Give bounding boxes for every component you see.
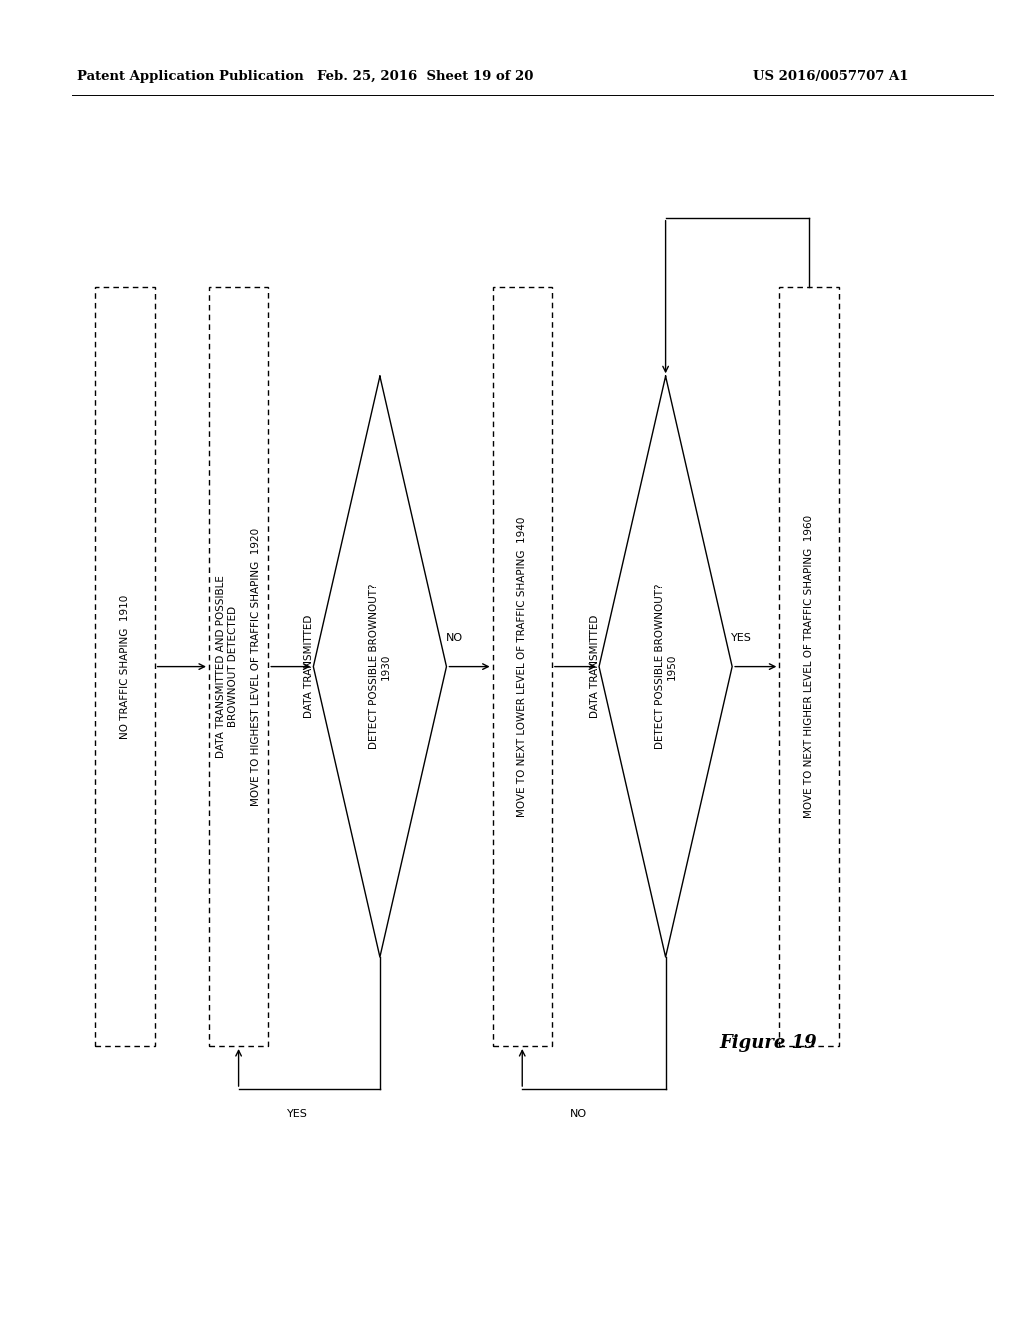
Text: DETECT POSSIBLE BROWNOUT?
1950: DETECT POSSIBLE BROWNOUT? 1950 <box>654 583 677 750</box>
Text: US 2016/0057707 A1: US 2016/0057707 A1 <box>753 70 908 83</box>
Text: DATA TRANSMITTED: DATA TRANSMITTED <box>590 615 600 718</box>
Text: YES: YES <box>287 1109 307 1119</box>
Text: MOVE TO NEXT LOWER LEVEL OF TRAFFIC SHAPING  1940: MOVE TO NEXT LOWER LEVEL OF TRAFFIC SHAP… <box>517 516 527 817</box>
Text: YES: YES <box>731 632 752 643</box>
Text: MOVE TO NEXT HIGHER LEVEL OF TRAFFIC SHAPING  1960: MOVE TO NEXT HIGHER LEVEL OF TRAFFIC SHA… <box>804 515 814 818</box>
Text: Patent Application Publication: Patent Application Publication <box>77 70 303 83</box>
Text: Figure 19: Figure 19 <box>719 1034 817 1052</box>
Text: Feb. 25, 2016  Sheet 19 of 20: Feb. 25, 2016 Sheet 19 of 20 <box>316 70 534 83</box>
Text: NO: NO <box>570 1109 587 1119</box>
Text: NO: NO <box>446 632 463 643</box>
Text: NO TRAFFIC SHAPING  1910: NO TRAFFIC SHAPING 1910 <box>120 594 130 739</box>
Text: DETECT POSSIBLE BROWNOUT?
1930: DETECT POSSIBLE BROWNOUT? 1930 <box>369 583 391 750</box>
Text: DATA TRANSMITTED AND POSSIBLE
BROWNOUT DETECTED

MOVE TO HIGHEST LEVEL OF TRAFFI: DATA TRANSMITTED AND POSSIBLE BROWNOUT D… <box>216 528 261 805</box>
Text: DATA TRANSMITTED: DATA TRANSMITTED <box>304 615 314 718</box>
